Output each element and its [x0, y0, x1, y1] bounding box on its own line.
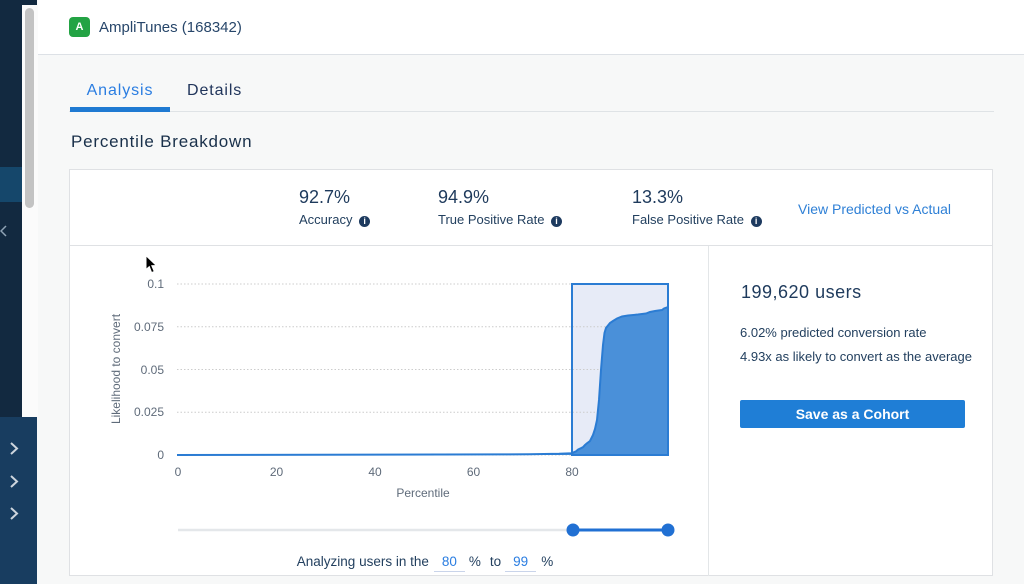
svg-text:0: 0: [175, 465, 182, 479]
svg-text:Percentile: Percentile: [396, 486, 450, 500]
svg-text:0: 0: [157, 448, 164, 462]
svg-text:0.025: 0.025: [134, 405, 164, 419]
svg-text:20: 20: [270, 465, 284, 479]
svg-text:80: 80: [565, 465, 579, 479]
svg-text:0.05: 0.05: [141, 363, 165, 377]
svg-text:40: 40: [368, 465, 382, 479]
svg-text:Likelihood to convert: Likelihood to convert: [109, 313, 123, 424]
svg-text:0.1: 0.1: [147, 277, 164, 291]
svg-text:0.075: 0.075: [134, 320, 164, 334]
svg-text:60: 60: [467, 465, 481, 479]
